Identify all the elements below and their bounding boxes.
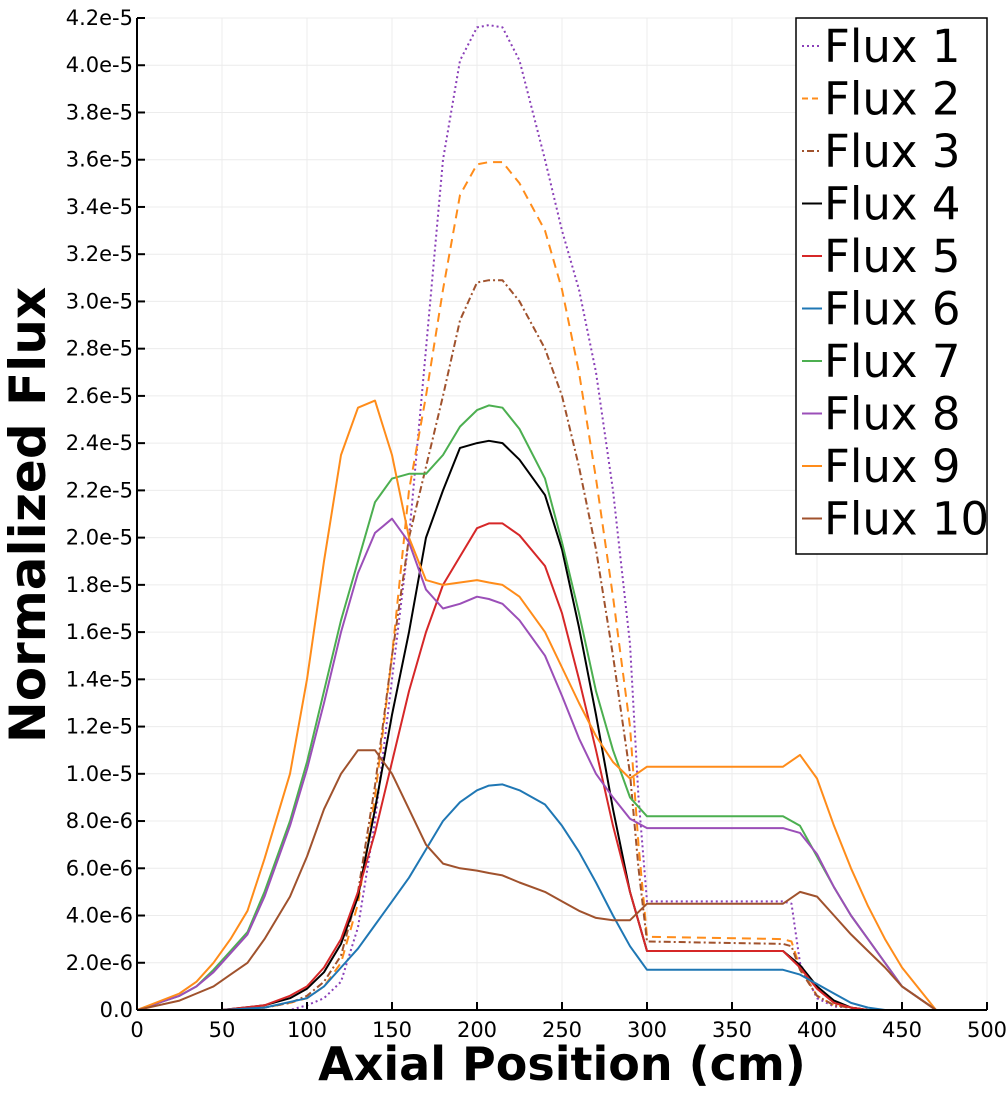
y-tick-label: 2.6e-5 bbox=[66, 384, 133, 408]
x-tick-label: 0 bbox=[130, 1018, 143, 1042]
legend-entry: Flux 6 bbox=[824, 283, 960, 336]
y-tick-label: 1.4e-5 bbox=[66, 667, 133, 691]
y-tick-label: 2.8e-5 bbox=[66, 337, 133, 361]
series-line-flux-4 bbox=[137, 439, 936, 1011]
x-tick-label: 300 bbox=[627, 1018, 667, 1042]
axes: 0.0 2.0e-6 4.0e-6 6.0e-6 8.0e-6 1.0e-5 1.2e-5 1… bbox=[66, 6, 1007, 1042]
legend-entry: Flux 8 bbox=[824, 388, 960, 441]
series-line-flux-1 bbox=[137, 24, 936, 1011]
x-tick-label: 200 bbox=[457, 1018, 497, 1042]
legend-entry: Flux 10 bbox=[824, 493, 989, 546]
y-tick-label: 3.8e-5 bbox=[66, 100, 133, 124]
x-axis-title: Axial Position (cm) bbox=[318, 1037, 806, 1091]
series-lines bbox=[136, 24, 937, 1011]
legend-box bbox=[795, 17, 988, 555]
y-axis-title: Normalized Flux bbox=[0, 287, 57, 743]
y-tick-label: 0.0 bbox=[100, 998, 133, 1022]
x-tick-label: 400 bbox=[797, 1018, 837, 1042]
y-tick-label: 3.6e-5 bbox=[66, 148, 133, 172]
y-tick-label: 1.2e-5 bbox=[66, 715, 133, 739]
legend-entry: Flux 4 bbox=[824, 178, 960, 231]
series-line-flux-9 bbox=[136, 399, 937, 1011]
y-tick-label: 3.0e-5 bbox=[66, 289, 133, 313]
y-tick-label: 1.6e-5 bbox=[66, 620, 133, 644]
y-tick-label: 2.0e-5 bbox=[66, 526, 133, 550]
series-line-flux-3 bbox=[137, 279, 936, 1011]
series-line-flux-10 bbox=[136, 749, 937, 1011]
y-tick-label: 4.0e-6 bbox=[66, 904, 133, 928]
series-line-flux-6 bbox=[137, 783, 936, 1011]
y-tick-label: 1.0e-5 bbox=[66, 762, 133, 786]
legend-entry: Flux 5 bbox=[824, 230, 960, 283]
legend-entry: Flux 9 bbox=[824, 440, 960, 493]
y-tick-label: 4.2e-5 bbox=[66, 6, 133, 30]
x-tick-label: 150 bbox=[372, 1018, 412, 1042]
legend-entry: Flux 7 bbox=[824, 335, 960, 388]
x-tick-label: 350 bbox=[712, 1018, 752, 1042]
x-tick-label: 250 bbox=[542, 1018, 582, 1042]
y-tick-label: 6.0e-6 bbox=[66, 856, 133, 880]
x-tick-label: 50 bbox=[209, 1018, 236, 1042]
y-tick-label: 4.0e-5 bbox=[66, 53, 133, 77]
legend-entry: Flux 3 bbox=[824, 125, 960, 178]
x-tick-label: 100 bbox=[287, 1018, 327, 1042]
series-line-flux-5 bbox=[137, 522, 936, 1011]
y-tick-label: 2.0e-6 bbox=[66, 951, 133, 975]
series-line-flux-8 bbox=[136, 517, 937, 1011]
legend-entry: Flux 1 bbox=[824, 20, 960, 73]
y-tick-label: 8.0e-6 bbox=[66, 809, 133, 833]
y-tick-label: 1.8e-5 bbox=[66, 573, 133, 597]
y-tick-label: 3.2e-5 bbox=[66, 242, 133, 266]
y-tick-label: 3.4e-5 bbox=[66, 195, 133, 219]
x-tick-label: 450 bbox=[882, 1018, 922, 1042]
x-tick-label: 500 bbox=[967, 1018, 1007, 1042]
y-tick-label: 2.2e-5 bbox=[66, 478, 133, 502]
legend-entry: Flux 2 bbox=[824, 73, 960, 126]
y-tick-label: 2.4e-5 bbox=[66, 431, 133, 455]
